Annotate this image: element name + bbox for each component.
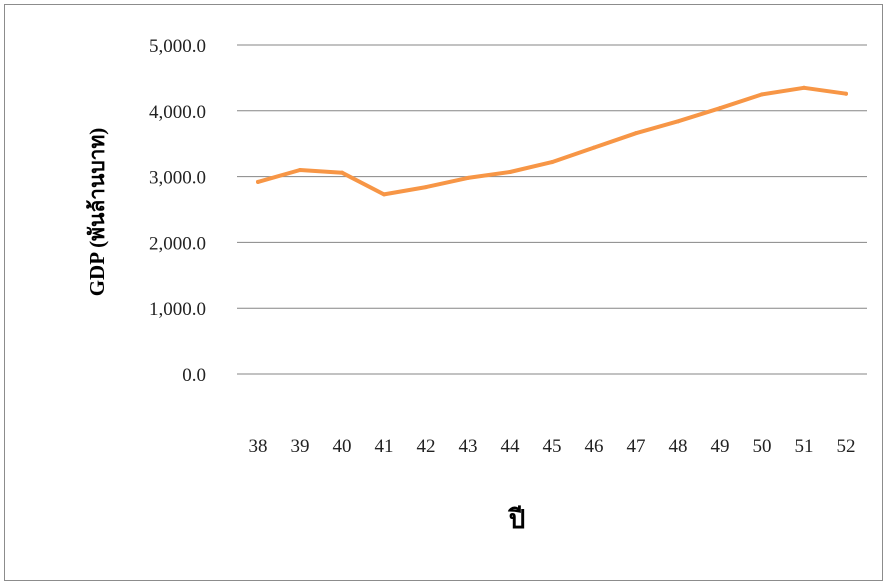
x-tick-label: 43 bbox=[459, 436, 478, 457]
data-point bbox=[298, 168, 302, 173]
x-tick-label: 51 bbox=[795, 436, 814, 457]
gridlines bbox=[237, 44, 867, 375]
y-tick-label: 5,000.0 bbox=[149, 36, 206, 57]
y-tick-labels: 0.0 1,000.0 2,000.0 3,000.0 4,000.0 5,000.0 bbox=[149, 36, 206, 386]
data-point bbox=[802, 85, 806, 90]
series-layer bbox=[256, 85, 848, 197]
y-tick-label: 3,000.0 bbox=[149, 168, 206, 189]
y-tick-label: 2,000.0 bbox=[149, 233, 206, 254]
data-point bbox=[676, 119, 680, 124]
data-point bbox=[466, 175, 470, 180]
x-tick-label: 41 bbox=[375, 436, 394, 457]
x-tick-label: 50 bbox=[753, 436, 772, 457]
x-tick-label: 46 bbox=[585, 436, 604, 457]
x-tick-label: 47 bbox=[627, 436, 646, 457]
data-point bbox=[760, 92, 764, 97]
x-axis-title: ปี bbox=[508, 505, 526, 534]
data-point bbox=[256, 179, 260, 184]
data-point bbox=[508, 169, 512, 174]
data-point bbox=[550, 160, 554, 165]
chart-frame bbox=[4, 4, 883, 581]
x-tick-labels: 38 39 40 41 42 43 44 45 46 47 48 49 50 51 52 bbox=[249, 436, 856, 457]
x-tick-label: 38 bbox=[249, 436, 268, 457]
x-tick-label: 39 bbox=[291, 436, 310, 457]
y-axis-title: GDP (พันล้านบาท) bbox=[85, 128, 109, 297]
x-tick-label: 42 bbox=[417, 436, 436, 457]
data-point bbox=[844, 91, 848, 96]
data-point bbox=[424, 185, 428, 190]
x-tick-label: 40 bbox=[333, 436, 352, 457]
y-tick-label: 1,000.0 bbox=[149, 299, 206, 320]
data-point bbox=[634, 131, 638, 136]
x-tick-label: 49 bbox=[711, 436, 730, 457]
series-line bbox=[256, 85, 848, 197]
y-tick-label: 4,000.0 bbox=[149, 102, 206, 123]
data-point bbox=[340, 170, 344, 175]
data-point bbox=[718, 106, 722, 111]
data-point bbox=[592, 145, 596, 150]
x-tick-label: 52 bbox=[837, 436, 856, 457]
x-tick-label: 48 bbox=[669, 436, 688, 457]
x-tick-label: 44 bbox=[501, 436, 521, 457]
data-point bbox=[382, 192, 386, 197]
x-tick-label: 45 bbox=[543, 436, 562, 457]
y-tick-label: 0.0 bbox=[182, 365, 206, 386]
